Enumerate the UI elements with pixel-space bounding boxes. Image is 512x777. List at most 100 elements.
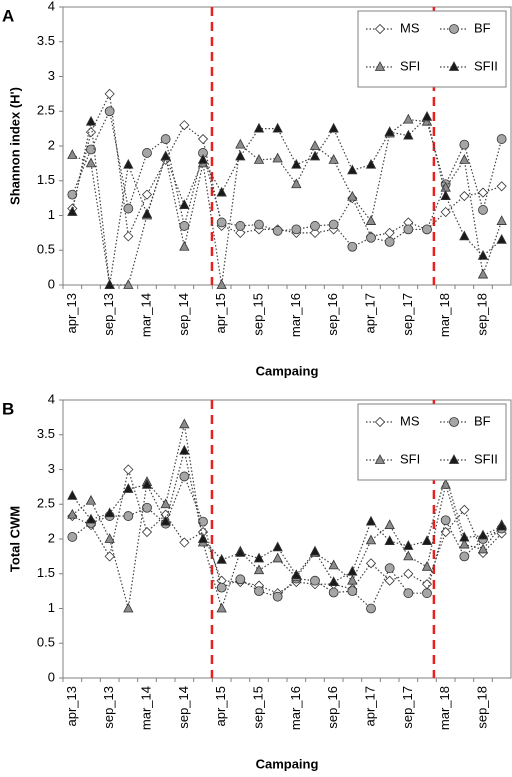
data-point: [459, 551, 470, 562]
data-point: [123, 464, 134, 475]
data-point: [104, 88, 115, 99]
data-point: [403, 129, 414, 140]
data-point: [104, 507, 115, 518]
data-point: [104, 279, 115, 289]
panel-label: A: [2, 6, 14, 25]
legend-label: BF: [474, 413, 491, 428]
x-tick-label: sep_14: [176, 293, 191, 336]
legend-marker: [448, 61, 460, 71]
data-point: [291, 178, 302, 189]
data-point: [309, 140, 321, 150]
data-point: [179, 199, 190, 209]
data-point: [123, 483, 134, 493]
legend-marker: [449, 24, 459, 34]
y-tick-label: 1: [48, 207, 55, 222]
data-point: [235, 150, 246, 161]
y-tick-label: 2: [48, 137, 55, 152]
data-point: [365, 215, 377, 225]
legend-label: MS: [400, 20, 420, 35]
data-point: [347, 241, 358, 252]
data-point: [477, 249, 489, 260]
data-point: [328, 587, 339, 598]
data-point: [272, 541, 283, 552]
data-point: [421, 579, 433, 590]
series-line: [72, 118, 503, 286]
series-line: [71, 450, 502, 583]
data-point: [309, 227, 321, 238]
data-point: [459, 154, 470, 164]
data-point: [384, 519, 395, 529]
data-point: [216, 279, 227, 289]
data-point: [477, 543, 489, 554]
data-point: [328, 576, 339, 586]
data-point: [384, 575, 395, 586]
data-point: [365, 158, 377, 169]
y-axis-title: Shannon index (H'): [7, 87, 22, 205]
data-point: [67, 490, 78, 500]
data-point: [291, 224, 302, 235]
legend-marker: [374, 23, 386, 35]
data-point: [440, 526, 451, 538]
data-point: [141, 208, 153, 219]
x-tick-label: sep_18: [474, 686, 489, 729]
data-point: [496, 181, 507, 192]
data-point: [366, 603, 376, 614]
data-point: [179, 471, 190, 482]
data-point: [216, 186, 227, 197]
data-point: [477, 268, 489, 279]
data-point: [197, 533, 209, 543]
data-point: [142, 148, 152, 158]
legend-marker: [374, 61, 386, 71]
data-point: [421, 535, 433, 545]
data-point: [254, 219, 264, 230]
x-tick-label: apr_15: [213, 686, 228, 726]
y-tick-label: 3.5: [37, 33, 55, 48]
data-point: [179, 221, 190, 231]
data-point: [384, 563, 395, 574]
data-point: [123, 511, 134, 521]
legend-label: BF: [474, 20, 491, 35]
x-tick-label: sep_13: [101, 686, 116, 729]
series-line: [72, 469, 503, 594]
x-tick-label: apr_15: [213, 293, 228, 333]
x-tick-label: mar_16: [288, 686, 303, 730]
x-tick-label: sep_17: [400, 293, 415, 336]
data-point: [347, 565, 358, 576]
x-tick-label: apr_17: [362, 293, 377, 333]
data-point: [216, 553, 227, 564]
legend-label: MS: [400, 413, 420, 428]
legend-box: [357, 403, 507, 481]
data-point: [179, 418, 190, 429]
y-tick-label: 3: [48, 461, 55, 476]
legend-marker: [448, 454, 460, 464]
data-point: [179, 444, 190, 455]
data-point: [365, 558, 377, 569]
data-point: [347, 164, 358, 175]
data-point: [235, 138, 246, 149]
legend-label: SFI: [400, 451, 420, 466]
legend-marker: [374, 416, 386, 428]
data-point: [422, 588, 432, 599]
data-point: [197, 133, 209, 145]
data-point: [421, 110, 433, 121]
data-point: [104, 551, 115, 562]
data-point: [179, 120, 190, 131]
data-point: [160, 498, 171, 509]
data-point: [403, 113, 414, 124]
data-point: [421, 115, 433, 126]
data-point: [104, 533, 115, 543]
data-point: [67, 508, 78, 519]
x-tick-label: sep_15: [250, 686, 265, 729]
data-point: [366, 232, 376, 243]
data-point: [347, 586, 358, 597]
y-tick-label: 1.5: [37, 172, 55, 187]
data-point: [104, 106, 115, 117]
x-tick-label: sep_13: [101, 293, 116, 336]
data-point: [85, 494, 97, 505]
legend-box: [357, 10, 507, 88]
data-point: [384, 227, 395, 238]
x-tick-label: mar_14: [138, 686, 153, 730]
data-point: [328, 219, 339, 230]
y-tick-label: 0.5: [37, 635, 55, 650]
data-point: [459, 230, 470, 241]
